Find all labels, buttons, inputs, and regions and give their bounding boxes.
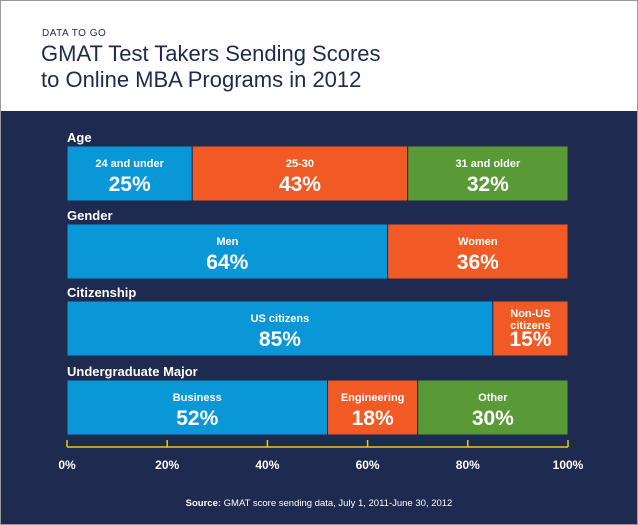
bar-segment	[492, 300, 569, 357]
x-tick-label: 80%	[456, 458, 480, 472]
bar-segment	[191, 145, 409, 202]
bar-segment	[66, 223, 389, 280]
segment-value-label: 30%	[472, 407, 514, 430]
segment-label: Women	[458, 236, 498, 248]
x-tick-label: 20%	[155, 458, 179, 472]
segment-value-label: 36%	[457, 251, 499, 274]
segment-label: Business	[173, 392, 222, 404]
segment-label: Engineering	[341, 392, 405, 404]
group-label: Gender	[67, 208, 113, 223]
segment-value-label: 43%	[279, 173, 321, 196]
segment-label: 24 and under	[95, 158, 164, 170]
segment-label: 31 and older	[455, 158, 521, 170]
x-tick-label: 100%	[553, 458, 584, 472]
segment-value-label: 85%	[259, 328, 301, 351]
bar-segment	[66, 379, 329, 436]
header-panel: DATA TO GO GMAT Test Takers Sending Scor…	[1, 1, 637, 111]
segment-label: Men	[216, 236, 238, 248]
bar-segment	[387, 223, 569, 280]
bar-segment	[66, 300, 494, 357]
segment-label: Other	[478, 392, 508, 404]
segment-value-label: 52%	[176, 407, 218, 430]
segment-label: 25-30	[286, 158, 314, 170]
stacked-bar-chart: Age 24 and under 25% 25-30 43% 31 and older 32…	[58, 130, 584, 472]
segment-value-label: 64%	[206, 251, 248, 274]
segment-label: citizens	[510, 320, 550, 332]
segment-value-label: 32%	[467, 173, 509, 196]
segment-value-label: 25%	[109, 173, 151, 196]
x-tick-label: 60%	[356, 458, 380, 472]
kicker-label: DATA TO GO	[42, 28, 107, 39]
segment-value-label: 18%	[352, 407, 394, 430]
segment-label: Non-US	[510, 308, 550, 320]
group-label: Undergraduate Major	[67, 364, 198, 379]
source-note: Source: GMAT score sending data, July 1,…	[1, 498, 637, 509]
chart-title-line-1: GMAT Test Takers Sending Scores	[41, 41, 381, 66]
chart-title: GMAT Test Takers Sending Scores to Onlin…	[41, 41, 541, 93]
bar-segment	[66, 145, 193, 202]
x-tick-label: 40%	[255, 458, 279, 472]
x-tick-label: 0%	[58, 458, 76, 472]
bar-segment	[407, 145, 569, 202]
group-label: Citizenship	[67, 285, 136, 300]
group-label: Age	[67, 130, 92, 145]
bar-segment	[327, 379, 419, 436]
source-text: GMAT score sending data, July 1, 2011-Ju…	[221, 498, 453, 509]
chart-title-line-2: to Online MBA Programs in 2012	[41, 67, 362, 92]
segment-label: US citizens	[251, 313, 310, 325]
source-label: Source:	[185, 498, 222, 509]
bar-segment	[417, 379, 569, 436]
segment-value-label: 15%	[509, 328, 551, 351]
